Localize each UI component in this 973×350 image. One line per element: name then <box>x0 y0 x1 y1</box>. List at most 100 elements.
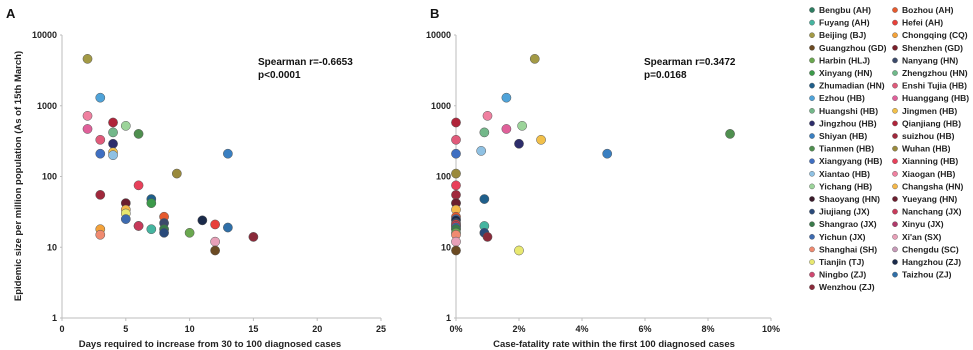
data-point: Beijing (BJ) <box>529 54 540 64</box>
legend-label: Zhumadian (HN) <box>819 81 885 91</box>
data-point: Xianning (HB) <box>133 180 144 191</box>
panel-b-y-ticks: 1 10 100 1000 10000 <box>426 30 456 323</box>
data-point: Huangshi (HB) <box>479 127 490 138</box>
data-point: Yichun (JX) <box>120 214 131 224</box>
legend-item: Jingmen (HB) <box>892 106 957 116</box>
legend-label: Yichun (JX) <box>819 232 866 242</box>
x-tick-label: 15 <box>248 324 258 334</box>
legend-marker <box>809 82 815 89</box>
panel-b-letter: B <box>430 6 439 21</box>
data-point: Xiangyang (HB) <box>451 148 461 159</box>
y-tick-label: 1000 <box>431 101 451 111</box>
data-point: Qianjiang (HB) <box>451 117 461 128</box>
legend-label: Bozhou (AH) <box>902 5 954 15</box>
data-point: Harbin (HLJ) <box>184 227 195 238</box>
legend-marker <box>809 120 815 127</box>
legend-marker <box>892 108 898 114</box>
x-tick-label: 6% <box>638 324 651 334</box>
legend-item: Tianmen (HB) <box>809 144 874 154</box>
data-point: Xiaogan (HB) <box>482 110 493 121</box>
legend-marker <box>892 196 898 202</box>
y-tick-label: 1 <box>52 313 57 323</box>
legend-item: Bozhou (AH) <box>892 5 954 15</box>
data-point: Jingzhou (HB) <box>514 138 524 149</box>
legend-item: Hefei (AH) <box>892 18 943 28</box>
legend-label: Xianning (HB) <box>902 156 958 166</box>
legend-label: Xinyang (HN) <box>819 68 873 78</box>
y-tick-label: 10000 <box>32 30 57 40</box>
legend-label: Yueyang (HN) <box>902 194 957 204</box>
legend-label: Fuyang (AH) <box>819 18 870 28</box>
data-point: Shiyan (HB) <box>602 148 613 159</box>
legend-marker <box>809 145 815 152</box>
legend-marker <box>809 32 815 39</box>
legend-marker <box>809 284 815 291</box>
legend-marker <box>809 246 815 253</box>
legend-item: Xinyang (HN) <box>809 68 873 78</box>
legend-marker <box>809 7 815 13</box>
legend-item: Changsha (HN) <box>892 181 964 191</box>
data-point: Xiaogan (HB) <box>82 110 93 121</box>
y-tick-label: 100 <box>436 172 451 182</box>
y-tick-label: 10 <box>47 242 57 252</box>
legend-label: suizhou (HB) <box>902 131 955 141</box>
legend-marker <box>892 233 898 240</box>
data-point: Nanchang (JX) <box>133 221 144 231</box>
data-point: Suizhou (HB) <box>451 190 461 200</box>
panel-a-y-axis-title: Epidemic size per million population (As… <box>13 51 24 301</box>
data-point: Wenzhou (ZJ) <box>248 232 259 242</box>
legend-item: Shiyan (HB) <box>809 131 867 141</box>
legend-label: Qianjiang (HB) <box>902 118 961 128</box>
data-point: Xianning (HB) <box>451 180 461 191</box>
legend-label: Shenzhen (GD) <box>902 43 963 53</box>
legend-marker <box>892 246 898 253</box>
panel-a-y-ticks: 1 10 100 1000 10000 <box>32 30 62 323</box>
panel-a-letter: A <box>6 6 16 21</box>
legend-item: Hangzhou (ZJ) <box>892 257 961 267</box>
x-tick-label: 8% <box>701 324 714 334</box>
data-point: Qianjiang (HB) <box>108 117 118 128</box>
x-tick-label: 10 <box>185 324 195 334</box>
legend-item: Shangrao (JX) <box>809 219 877 229</box>
x-tick-label: 25 <box>376 324 386 334</box>
legend-item: Huangshi (HB) <box>809 106 878 116</box>
legend-label: Taizhou (ZJ) <box>902 270 952 280</box>
data-point: Hefei (AH) <box>210 219 220 230</box>
data-point: Guangzhou (GD) <box>451 245 461 256</box>
legend-label: Shanghai (SH) <box>819 244 877 254</box>
data-point: Enshi Tujia (HB) <box>95 134 106 145</box>
panel-a-spearman: Spearman r=-0.6653 <box>258 57 353 68</box>
panel-b-x-ticks: 0% 2% 4% 6% 8% 10% <box>449 318 780 334</box>
legend: Bengbu (AH) Bozhou (AH) Fuyang (AH) Hefei (… <box>809 5 969 292</box>
legend-marker <box>809 95 815 101</box>
legend-label: Nanyang (HN) <box>902 55 958 65</box>
legend-item: Wenzhou (ZJ) <box>809 282 875 292</box>
legend-marker <box>892 133 898 139</box>
legend-marker <box>892 7 898 13</box>
legend-item: Xiaogan (HB) <box>892 169 956 179</box>
legend-label: Tianjin (TJ) <box>819 257 864 267</box>
data-point: Ezhou (HB) <box>501 92 512 103</box>
legend-marker <box>892 145 898 152</box>
legend-label: Hangzhou (ZJ) <box>902 257 961 267</box>
legend-label: Huanggang (HB) <box>902 93 969 103</box>
y-tick-label: 10 <box>441 242 451 252</box>
panel-a: A Spearman r=-0.6653 p<0.0001 Epidemic s… <box>6 6 386 350</box>
y-tick-label: 1 <box>446 313 451 323</box>
legend-marker <box>892 271 898 278</box>
legend-label: Beijing (BJ) <box>819 30 866 40</box>
legend-item: Yichang (HB) <box>809 181 872 191</box>
legend-item: Shaoyang (HN) <box>809 194 880 204</box>
legend-label: Tianmen (HB) <box>819 144 874 154</box>
legend-item: Nanchang (JX) <box>892 207 962 217</box>
legend-label: Wenzhou (ZJ) <box>819 282 875 292</box>
legend-item: Enshi Tujia (HB) <box>892 81 967 91</box>
legend-item: Ningbo (ZJ) <box>809 270 866 280</box>
legend-label: Jingmen (HB) <box>902 106 957 116</box>
legend-label: Zhengzhou (HN) <box>902 68 968 78</box>
data-point: Wenzhou (ZJ) <box>482 232 493 242</box>
data-point: Shiyan (HB) <box>223 148 233 159</box>
legend-marker <box>892 183 898 190</box>
legend-marker <box>809 233 815 240</box>
